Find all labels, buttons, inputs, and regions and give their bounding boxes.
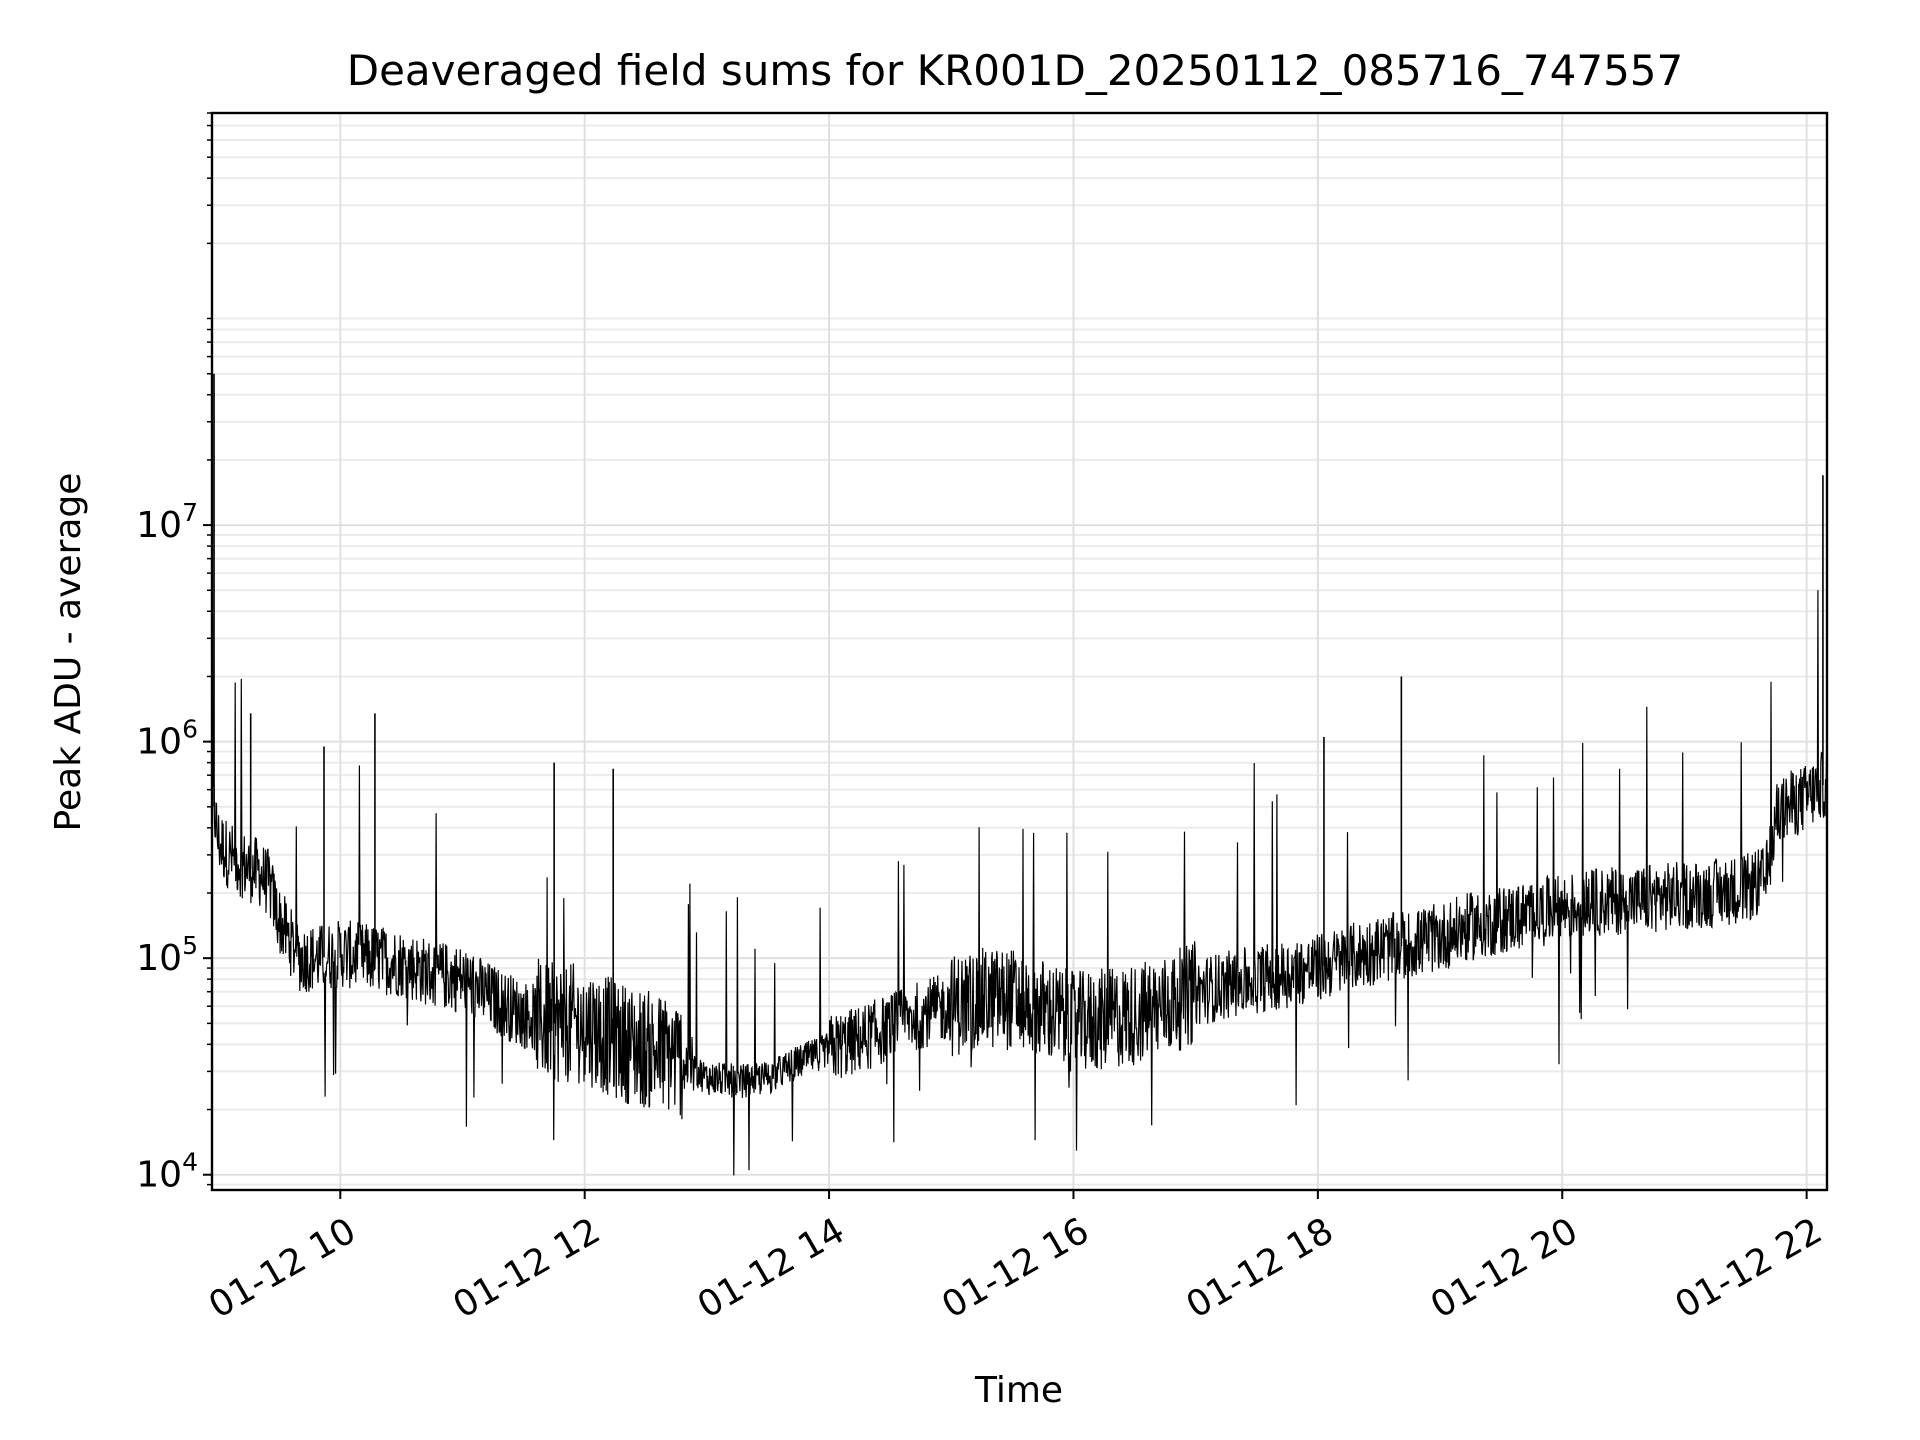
y-axis-label: Peak ADU - average — [48, 473, 89, 832]
y-tick-label: 105 — [136, 931, 198, 979]
series-line — [211, 590, 1828, 1176]
x-axis-label: Time — [974, 1370, 1063, 1411]
plot-area-frame — [210, 111, 1829, 1192]
plot-lines — [211, 373, 1828, 1176]
chart-title: Deaveraged field sums for KR001D_2025011… — [347, 46, 1684, 95]
